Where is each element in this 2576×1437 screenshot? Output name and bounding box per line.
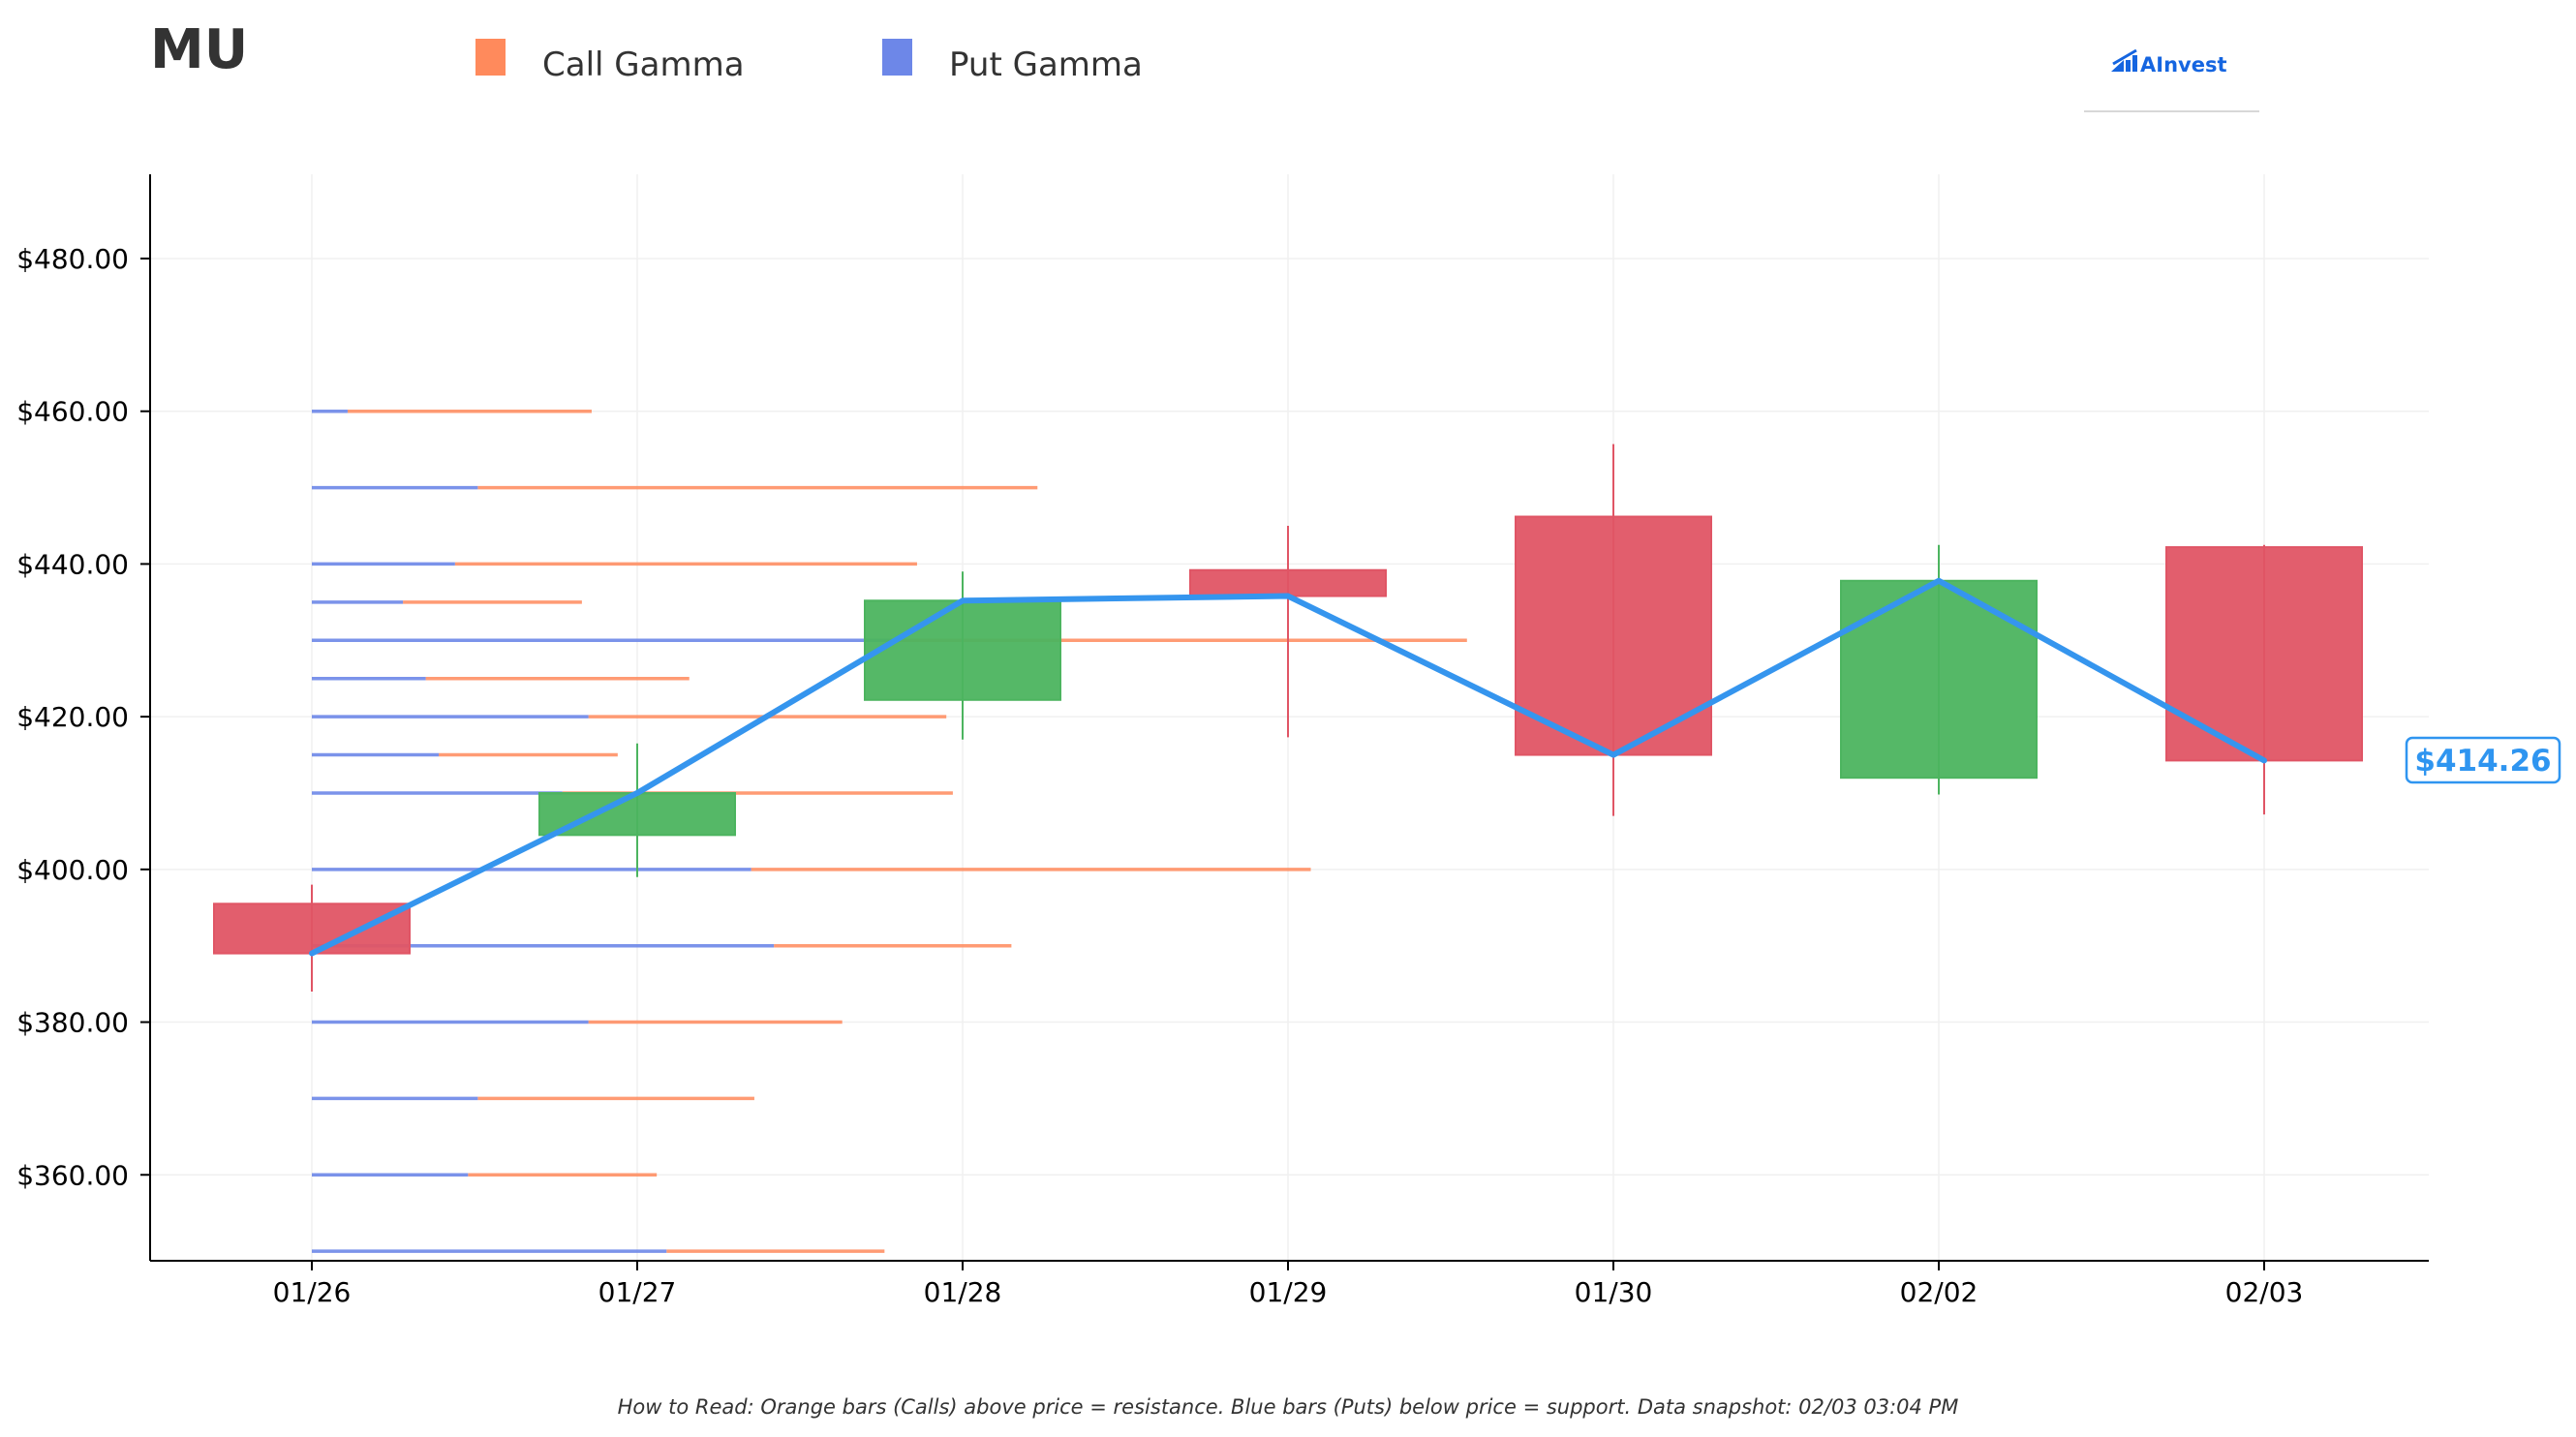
legend-label-put: Put Gamma bbox=[949, 46, 1143, 84]
x-tick-label: 01/28 bbox=[924, 1276, 1002, 1308]
x-tick-label: 01/30 bbox=[1575, 1276, 1653, 1308]
footnote: How to Read: Orange bars (Calls) above p… bbox=[618, 1395, 1959, 1419]
legend-label-call: Call Gamma bbox=[542, 46, 745, 84]
y-tick-label: $460.00 bbox=[16, 396, 129, 428]
legend-swatch-call bbox=[475, 39, 506, 76]
price-line bbox=[309, 577, 2267, 957]
y-tick-label: $420.00 bbox=[16, 701, 129, 733]
y-tick-label: $440.00 bbox=[16, 548, 129, 580]
legend: Call Gamma Put Gamma bbox=[475, 39, 1143, 84]
y-tick-label: $360.00 bbox=[16, 1159, 129, 1191]
last-price-label: $414.26 bbox=[2405, 736, 2561, 784]
ticker-title: MU bbox=[150, 18, 248, 81]
x-tick-label: 01/29 bbox=[1249, 1276, 1328, 1308]
last-price-text: $414.26 bbox=[2414, 744, 2551, 779]
brand-logo: AInvest bbox=[2084, 48, 2259, 112]
y-tick-label: $480.00 bbox=[16, 243, 129, 275]
y-tick-label: $380.00 bbox=[16, 1007, 129, 1039]
y-tick-label: $400.00 bbox=[16, 854, 129, 886]
price-line-layer bbox=[309, 577, 2267, 957]
legend-swatch-put bbox=[882, 39, 912, 76]
brand-name: AInvest bbox=[2140, 53, 2227, 76]
x-tick-label: 02/03 bbox=[2225, 1276, 2304, 1308]
bar-chart-logo-icon bbox=[2111, 48, 2137, 72]
gamma-bars bbox=[312, 409, 1467, 1253]
x-tick-label: 02/02 bbox=[1900, 1276, 1978, 1308]
x-tick-label: 01/26 bbox=[273, 1276, 352, 1308]
last-price-box bbox=[2405, 736, 2561, 784]
axes: $360.00 $380.00 $400.00 $420.00 $440.00 $460.… bbox=[16, 174, 2429, 1308]
x-tick-label: 01/27 bbox=[598, 1276, 677, 1308]
